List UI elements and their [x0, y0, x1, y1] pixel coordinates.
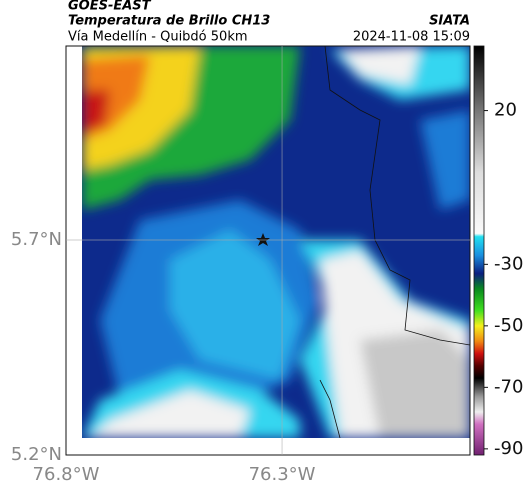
- location-star: [256, 233, 270, 246]
- colorbar-tick-label: -70: [494, 376, 523, 397]
- colorbar-tick-label: -30: [494, 253, 523, 274]
- colorbar: [473, 45, 485, 456]
- route: Vía Medellín - Quibdó 50km: [68, 30, 248, 45]
- lon-tick-label: 76.8°W: [33, 464, 100, 485]
- colorbar-tick-label: -90: [494, 438, 523, 459]
- imagery: [82, 46, 470, 438]
- lon-tick-label: 76.3°W: [249, 464, 316, 485]
- map-frame: [65, 45, 471, 456]
- lat-tick-label: 5.2°N: [11, 444, 62, 465]
- source: GOES-EAST: [68, 0, 152, 14]
- timestamp: 2024-11-08 15:09: [353, 30, 470, 45]
- product: Temperatura de Brillo CH13: [68, 14, 270, 29]
- agency: SIATA: [429, 14, 470, 29]
- colorbar-tick-label: -50: [494, 315, 523, 336]
- lat-tick-label: 5.7°N: [11, 229, 62, 250]
- colorbar-tick-label: 20: [494, 100, 517, 121]
